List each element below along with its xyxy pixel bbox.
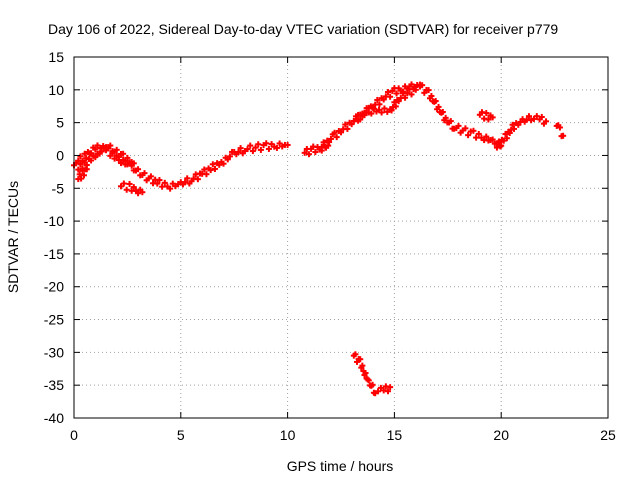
y-tick-label: 10 (48, 82, 64, 98)
y-tick-label: 15 (48, 49, 64, 65)
y-tick-label: -20 (44, 279, 64, 295)
y-axis-label: SDTVAR / TECUs (5, 181, 21, 293)
sdtvar-chart: Day 106 of 2022, Sidereal Day-to-day VTE… (0, 0, 640, 480)
chart-title: Day 106 of 2022, Sidereal Day-to-day VTE… (48, 21, 558, 37)
x-tick-label: 5 (177, 427, 185, 443)
y-tick-label: -15 (44, 246, 64, 262)
x-tick-label: 15 (387, 427, 403, 443)
y-tick-label: -10 (44, 213, 64, 229)
y-tick-label: -35 (44, 377, 64, 393)
x-tick-label: 0 (70, 427, 78, 443)
x-tick-label: 25 (600, 427, 616, 443)
x-axis-label: GPS time / hours (287, 458, 394, 474)
y-tick-label: -40 (44, 410, 64, 426)
y-tick-label: -25 (44, 312, 64, 328)
chart-background (0, 0, 640, 480)
x-tick-label: 20 (493, 427, 509, 443)
y-tick-label: -30 (44, 344, 64, 360)
y-tick-label: -5 (52, 180, 65, 196)
y-tick-label: 5 (56, 115, 64, 131)
y-tick-label: 0 (56, 147, 64, 163)
x-tick-label: 10 (280, 427, 296, 443)
